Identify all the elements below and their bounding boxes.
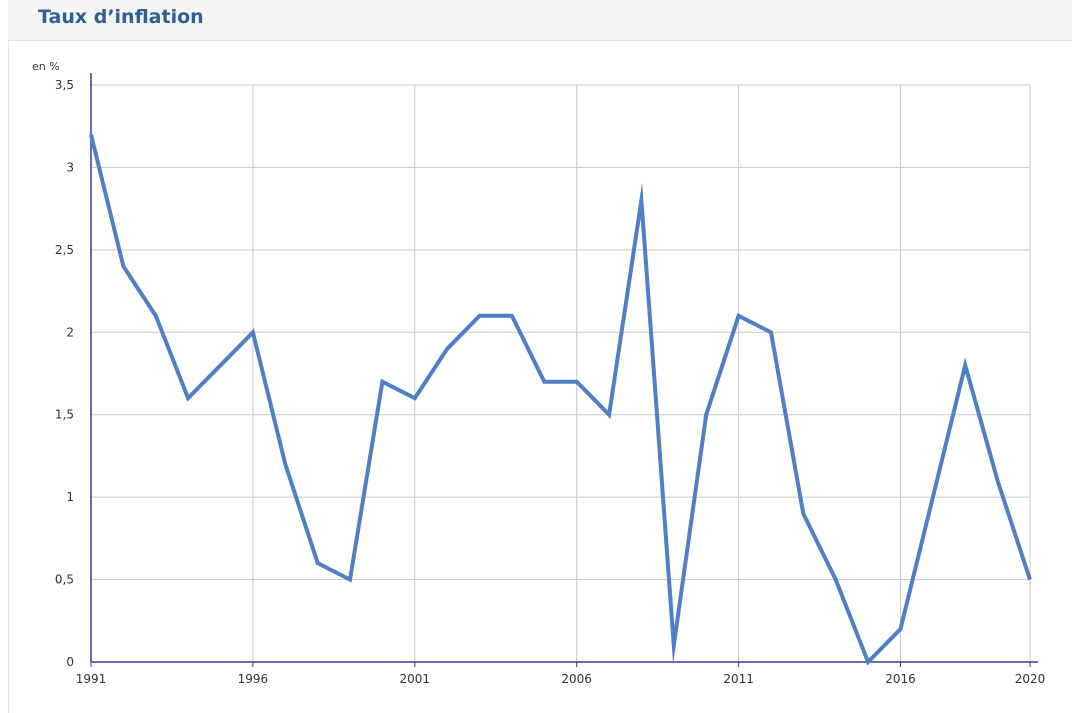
y-axis-unit-label: en %: [32, 60, 60, 73]
x-tick-labels: 1991 1996 2001 2006 2011 2016 2020: [76, 672, 1046, 686]
y-tick-label: 3,5: [55, 78, 74, 92]
x-tick-label: 1991: [76, 672, 107, 686]
x-tick-label: 2001: [400, 672, 431, 686]
series-plot: [89, 134, 1032, 666]
y-tick-label: 0,5: [55, 573, 74, 587]
y-tick-label: 2,5: [55, 243, 74, 257]
y-tick-label: 3: [66, 160, 74, 174]
y-tick-label: 2: [66, 325, 74, 339]
inflation-series-line: [89, 134, 1032, 666]
grid-lines: [91, 84, 1031, 662]
chart-axes: [90, 73, 1038, 667]
chart-header-bar: [8, 0, 1072, 41]
x-tick-label: 2011: [723, 672, 754, 686]
x-tick-label: 2006: [561, 672, 592, 686]
y-tick-label: 1: [66, 490, 74, 504]
x-tick-label: 1996: [238, 672, 269, 686]
y-tick-label: 0: [66, 655, 74, 669]
y-tick-label: 1,5: [55, 408, 74, 422]
y-tick-labels: 0 0,5 1 1,5 2 2,5 3 3,5: [55, 78, 74, 669]
panel-left-border: [8, 40, 9, 713]
chart-title: Taux d’inflation: [38, 6, 204, 28]
x-tick-label: 2020: [1015, 672, 1046, 686]
x-tick-label: 2016: [885, 672, 916, 686]
